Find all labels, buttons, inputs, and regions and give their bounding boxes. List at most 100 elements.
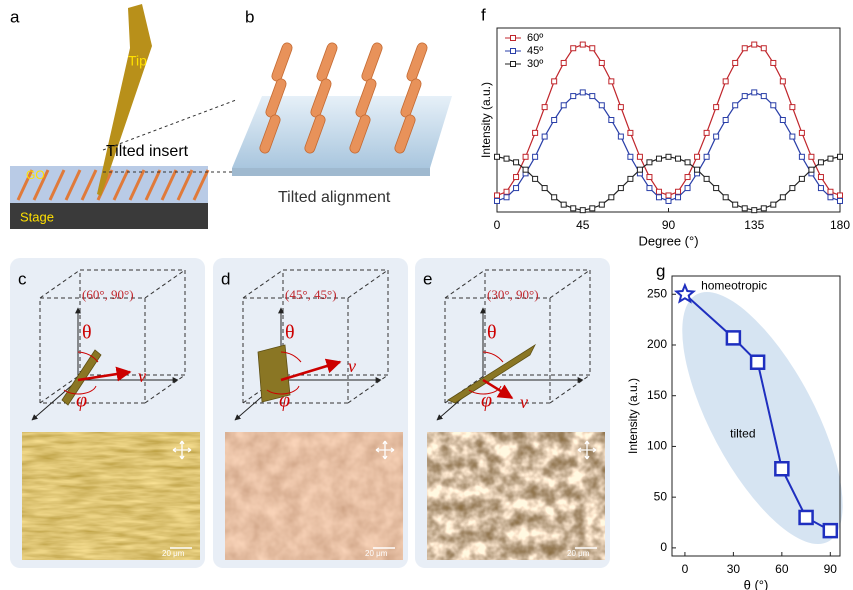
square-marker <box>599 60 604 65</box>
square-marker <box>685 160 690 165</box>
square-marker <box>704 176 709 181</box>
square-marker <box>771 202 776 207</box>
square-marker <box>533 154 538 159</box>
square-marker <box>809 154 814 159</box>
stage-label: Stage <box>20 209 54 224</box>
square-marker <box>533 130 538 135</box>
square-marker <box>666 154 671 159</box>
square-marker <box>647 160 652 165</box>
square-marker <box>790 186 795 191</box>
x-axis-label: θ (°) <box>744 577 769 590</box>
panel-c: c(60°, 90°)θφv⃗20 μm <box>10 258 205 568</box>
square-marker <box>514 186 519 191</box>
square-marker <box>656 156 661 161</box>
panel-a: a Tip Tilted insert GO Stage <box>10 4 236 229</box>
panel-label: e <box>423 269 432 288</box>
legend-label: 60º <box>527 32 543 44</box>
x-tick-label: 0 <box>494 218 501 232</box>
caption: Tilted alignment <box>278 189 391 206</box>
square-marker <box>666 198 671 203</box>
panel-label: d <box>221 269 230 288</box>
square-marker <box>552 79 557 84</box>
square-marker <box>504 156 509 161</box>
square-marker <box>790 134 795 139</box>
square-marker <box>704 154 709 159</box>
square-marker <box>628 176 633 181</box>
square-marker <box>752 42 757 47</box>
plate-edge <box>232 168 430 176</box>
square-marker <box>695 154 700 159</box>
square-marker <box>751 356 764 369</box>
y-tick-label: 250 <box>647 286 667 300</box>
angles: (30°, 90°) <box>487 287 539 302</box>
square-marker <box>628 130 633 135</box>
angles: (45°, 45°) <box>285 287 337 302</box>
square-marker <box>637 154 642 159</box>
square-marker <box>775 462 788 475</box>
square-marker <box>780 79 785 84</box>
square-marker <box>656 189 661 194</box>
square-marker <box>552 118 557 123</box>
square-marker <box>599 103 604 108</box>
panel-d: d(45°, 45°)θφv⃗20 μm <box>213 258 408 568</box>
square-marker <box>809 167 814 172</box>
square-marker <box>523 167 528 172</box>
square-marker <box>571 46 576 51</box>
scale-label: 20 μm <box>567 549 590 558</box>
annotation: tilted <box>730 426 755 440</box>
square-marker <box>647 186 652 191</box>
square-marker <box>580 90 585 95</box>
square-marker <box>590 46 595 51</box>
micrograph <box>427 432 605 560</box>
y-tick-label: 50 <box>654 489 668 503</box>
square-marker <box>704 130 709 135</box>
y-tick-label: 200 <box>647 337 667 351</box>
tilted-region <box>651 270 853 566</box>
square-marker <box>571 206 576 211</box>
x-tick-label: 60 <box>775 562 789 576</box>
square-marker <box>523 154 528 159</box>
phi: φ <box>481 390 492 412</box>
vector-label: v⃗ <box>138 366 160 386</box>
square-marker <box>685 175 690 180</box>
square-marker <box>838 198 843 203</box>
square-marker <box>676 156 681 161</box>
square-marker <box>514 175 519 180</box>
square-marker <box>685 186 690 191</box>
square-marker <box>828 156 833 161</box>
square-marker <box>676 189 681 194</box>
panel-label: b <box>245 7 254 26</box>
square-marker <box>676 195 681 200</box>
square-marker <box>771 60 776 65</box>
square-marker <box>723 195 728 200</box>
square-marker <box>742 206 747 211</box>
square-marker <box>618 134 623 139</box>
square-marker <box>542 134 547 139</box>
square-marker <box>780 118 785 123</box>
square-marker <box>824 524 837 537</box>
square-marker <box>733 60 738 65</box>
square-marker <box>599 202 604 207</box>
square-marker <box>761 46 766 51</box>
fin <box>270 41 293 82</box>
square-marker <box>561 60 566 65</box>
square-marker <box>590 94 595 99</box>
square-marker <box>838 193 843 198</box>
y-tick-label: 0 <box>660 540 667 554</box>
go-label: GO <box>26 168 45 182</box>
annotation: homeotropic <box>701 278 767 292</box>
micrograph <box>225 432 403 560</box>
square-marker <box>799 154 804 159</box>
square-marker <box>637 167 642 172</box>
square-marker <box>561 103 566 108</box>
square-marker <box>714 186 719 191</box>
scale-label: 20 μm <box>162 549 185 558</box>
fin <box>315 41 338 82</box>
square-marker <box>504 189 509 194</box>
x-tick-label: 180 <box>830 218 850 232</box>
square-marker <box>800 511 813 524</box>
y-tick-label: 150 <box>647 388 667 402</box>
square-marker <box>533 176 538 181</box>
theta: θ <box>487 322 497 344</box>
x-tick-label: 45 <box>576 218 590 232</box>
